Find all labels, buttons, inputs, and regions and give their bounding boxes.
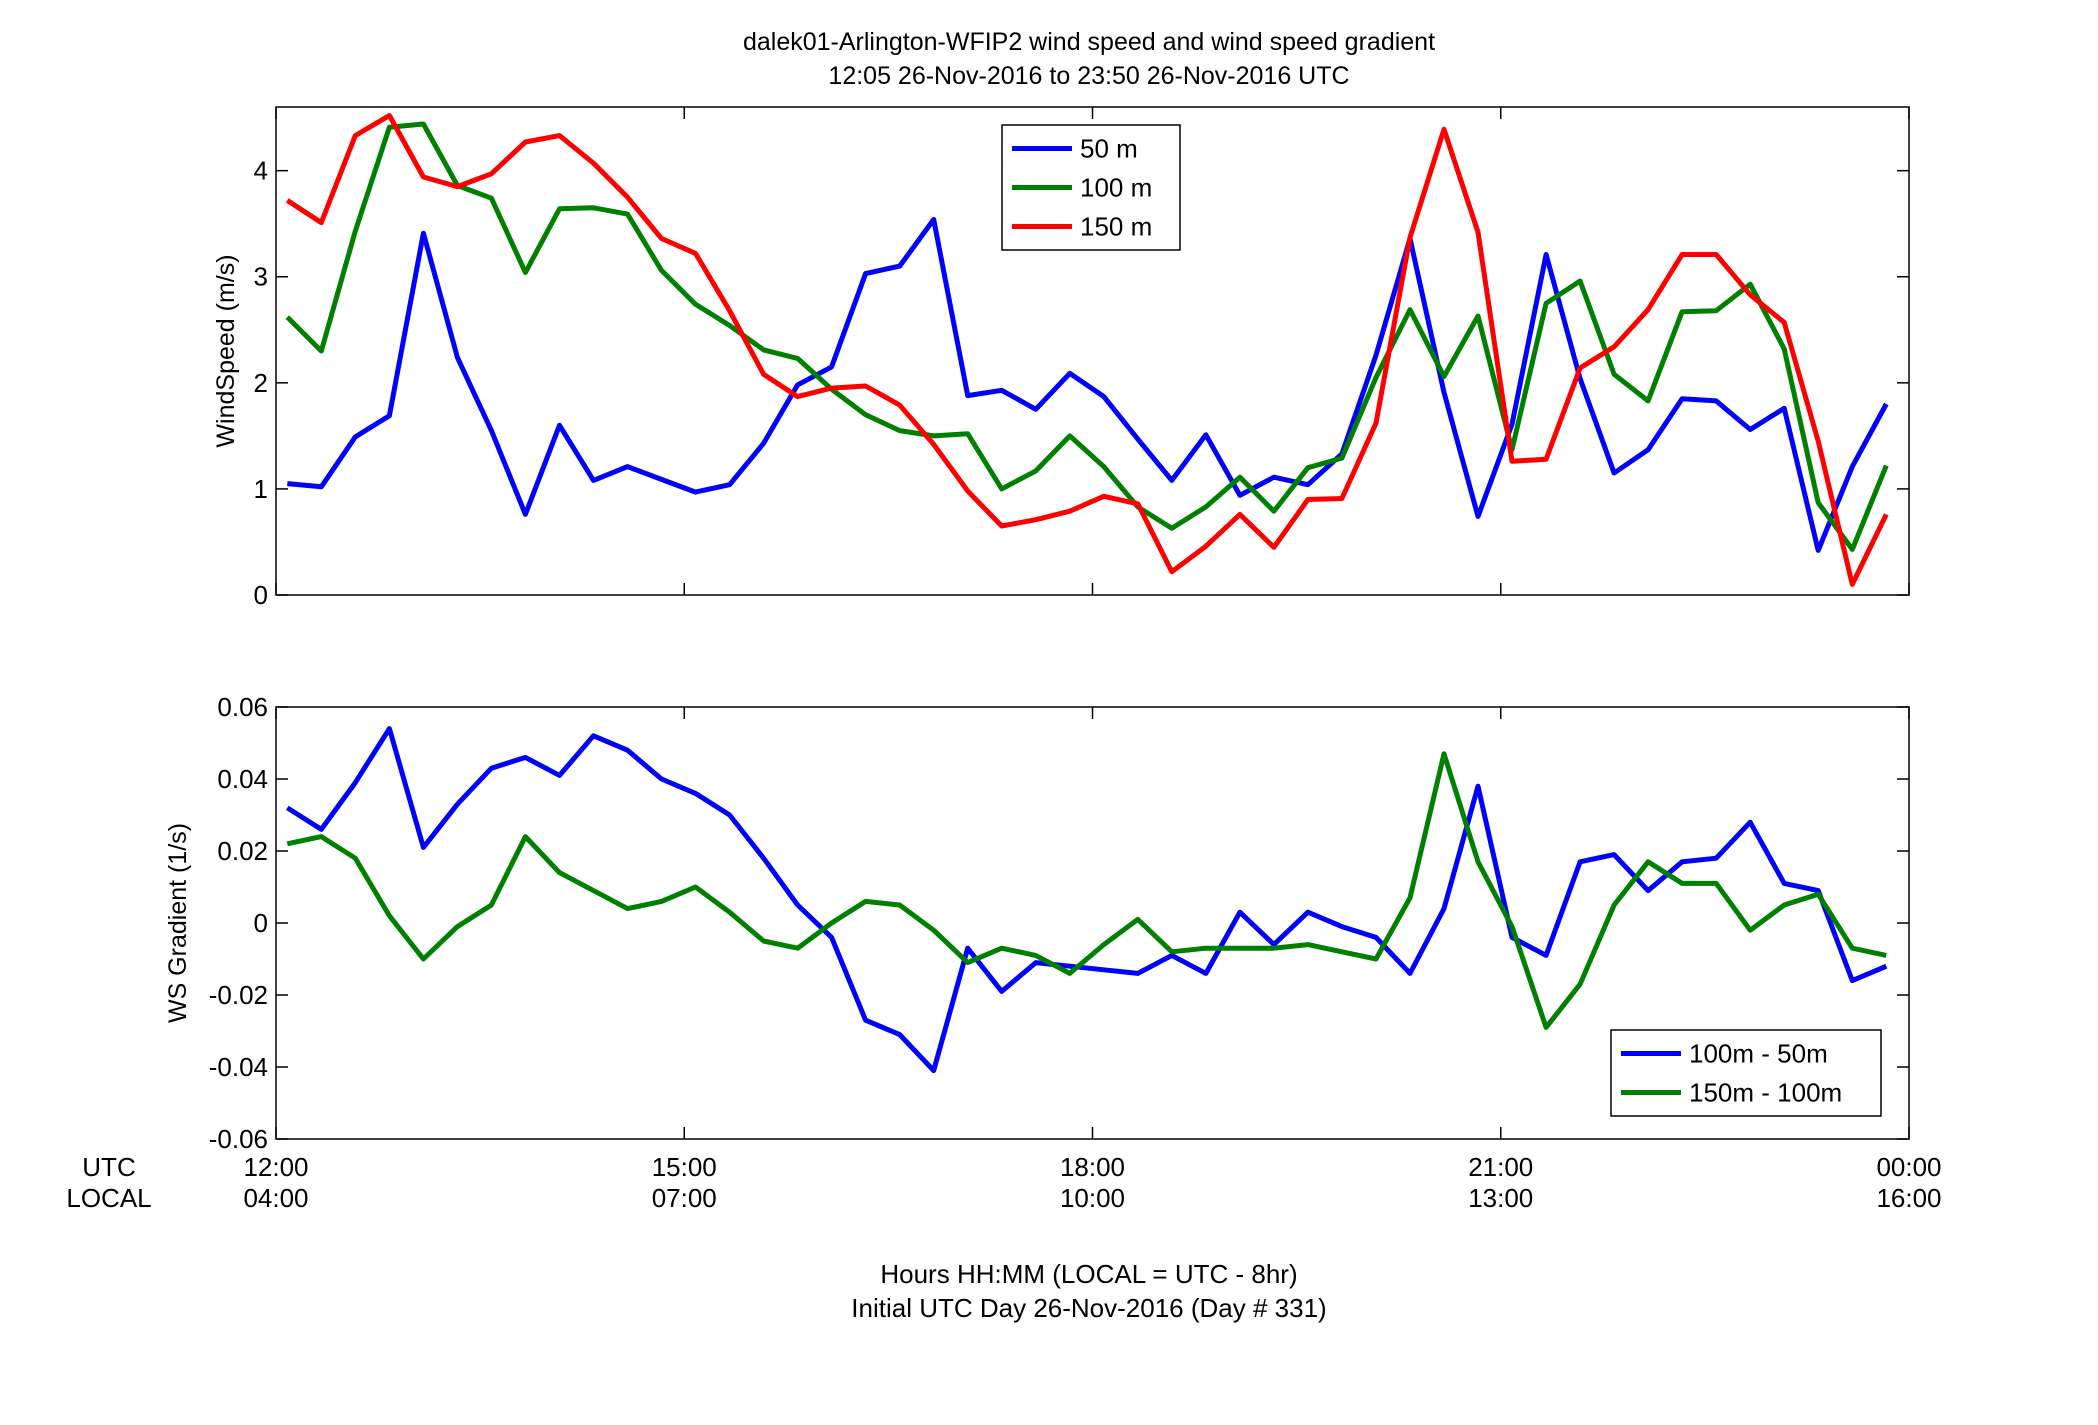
gradient-ylabel: WS Gradient (1/s) bbox=[164, 823, 192, 1023]
gradient-legend: 100m - 50m 150m - 100m bbox=[1610, 1029, 1882, 1117]
xtick-label-local: 13:00 bbox=[1468, 1183, 1533, 1213]
gradient-ytick-label: 0.02 bbox=[217, 836, 268, 866]
xtick-label-local: 04:00 bbox=[243, 1183, 308, 1213]
gradient-series-line-1 bbox=[286, 751, 1887, 1030]
windspeed-ytick-label: 2 bbox=[254, 368, 268, 398]
windspeed-series-line-1 bbox=[285, 121, 1889, 552]
windspeed-series-line-0 bbox=[287, 217, 1889, 553]
utc-row-label: UTC bbox=[82, 1152, 135, 1182]
windspeed-ytick-label: 0 bbox=[254, 580, 268, 610]
xtick-label-utc: 18:00 bbox=[1060, 1152, 1125, 1182]
gradient-ytick-label: 0.06 bbox=[217, 692, 268, 722]
xtick-label-local: 10:00 bbox=[1060, 1183, 1125, 1213]
gradient-panel: -0.06 -0.04 -0.02 0 0.02 0.04 0.06 WS Gradient… bbox=[164, 692, 1910, 1154]
xtick-label-utc: 12:00 bbox=[243, 1152, 308, 1182]
xtick-label-local: 16:00 bbox=[1876, 1183, 1941, 1213]
gradient-legend-label: 100m - 50m bbox=[1689, 1039, 1828, 1069]
windspeed-ylabel: WindSpeed (m/s) bbox=[212, 254, 240, 447]
windspeed-ytick-label: 3 bbox=[254, 262, 268, 292]
xtick-label-local: 07:00 bbox=[652, 1183, 717, 1213]
windspeed-series-line-2 bbox=[285, 113, 1889, 587]
gradient-legend-box bbox=[1610, 1029, 1882, 1117]
footer-line1: Hours HH:MM (LOCAL = UTC - 8hr) bbox=[880, 1259, 1297, 1289]
xtick-label-utc: 00:00 bbox=[1876, 1152, 1941, 1182]
gradient-ytick-label: -0.06 bbox=[209, 1124, 268, 1154]
gradient-series-line-0 bbox=[285, 726, 1888, 1074]
windspeed-legend-label: 50 m bbox=[1080, 134, 1138, 164]
xtick-label-utc: 21:00 bbox=[1468, 1152, 1533, 1182]
windspeed-ytick-label: 1 bbox=[254, 474, 268, 504]
gradient-ytick-label: 0.04 bbox=[217, 764, 268, 794]
figure-title-line2: 12:05 26-Nov-2016 to 23:50 26-Nov-2016 U… bbox=[828, 62, 1349, 90]
windspeed-panel: 0 1 2 3 4 WindSpeed (m/s) 50 m 100 m 150 m bbox=[212, 106, 1910, 610]
footer-line2: Initial UTC Day 26-Nov-2016 (Day # 331) bbox=[851, 1293, 1326, 1323]
windspeed-ytick-label: 4 bbox=[254, 156, 268, 186]
windspeed-legend: 50 m 100 m 150 m bbox=[1001, 124, 1181, 251]
figure-title-line1: dalek01-Arlington-WFIP2 wind speed and w… bbox=[743, 28, 1435, 56]
windspeed-legend-label: 150 m bbox=[1080, 212, 1152, 242]
gradient-legend-label: 150m - 100m bbox=[1689, 1078, 1842, 1108]
gradient-ytick-label: -0.02 bbox=[209, 980, 268, 1010]
xtick-label-utc: 15:00 bbox=[652, 1152, 717, 1182]
gradient-ytick-label: -0.04 bbox=[209, 1052, 268, 1082]
local-row-label: LOCAL bbox=[66, 1183, 151, 1213]
windspeed-legend-label: 100 m bbox=[1080, 173, 1152, 203]
gradient-ytick-label: 0 bbox=[254, 908, 268, 938]
